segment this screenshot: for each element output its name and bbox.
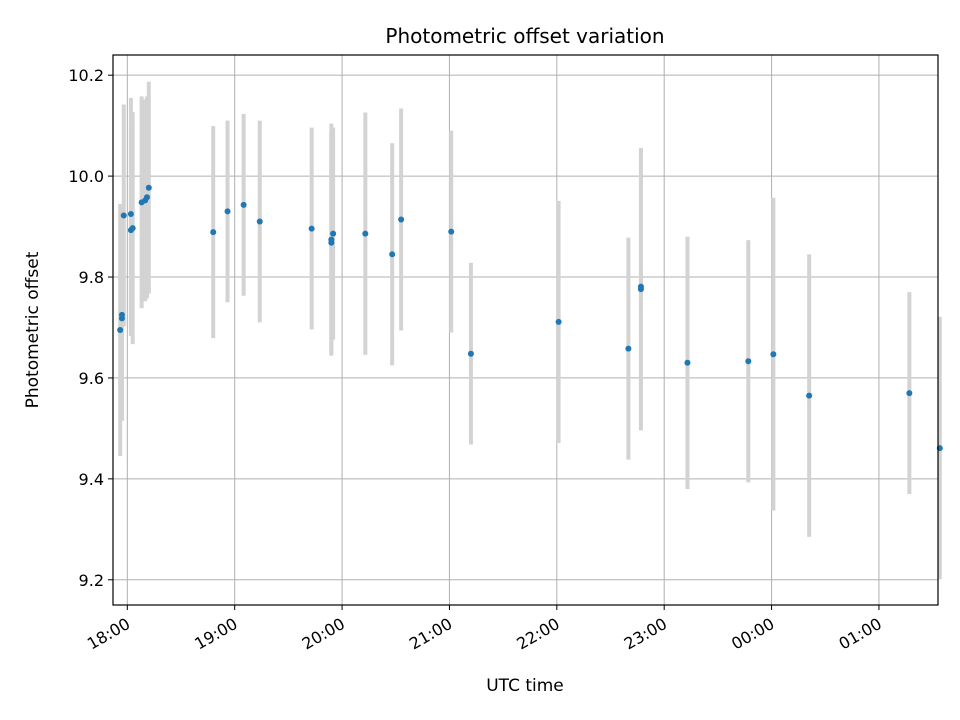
y-axis-label: Photometric offset — [23, 251, 43, 408]
data-point — [745, 358, 752, 365]
data-point — [625, 345, 632, 352]
data-point — [637, 286, 644, 293]
chart-title: Photometric offset variation — [385, 24, 664, 48]
data-point — [145, 184, 152, 191]
grid — [113, 55, 938, 605]
data-point — [467, 350, 474, 357]
y-tick-label: 9.8 — [79, 268, 104, 287]
data-point — [398, 216, 405, 223]
data-point — [308, 225, 315, 232]
data-point — [684, 359, 691, 366]
data-point — [240, 201, 247, 208]
y-tick-label: 9.2 — [79, 571, 104, 590]
data-point — [330, 230, 337, 237]
data-point — [210, 229, 217, 236]
data-point — [120, 212, 127, 219]
y-tick-label: 10.0 — [68, 167, 104, 186]
data-point — [117, 327, 124, 333]
data-point — [144, 194, 151, 201]
data-point — [389, 251, 396, 258]
y-axis-ticks: 9.2 9.4 9.6 9.8 10.0 10.2 — [68, 66, 113, 590]
data-point — [256, 218, 263, 225]
data-point — [328, 236, 335, 243]
data-points — [117, 184, 943, 452]
data-point — [224, 208, 231, 215]
data-point — [906, 390, 913, 397]
data-point — [127, 210, 134, 217]
data-point — [129, 225, 136, 232]
y-tick-label: 9.4 — [79, 470, 104, 489]
x-axis-label: UTC time — [486, 676, 564, 696]
y-tick-label: 9.6 — [79, 369, 104, 388]
y-tick-label: 10.2 — [68, 66, 104, 85]
data-point — [118, 311, 125, 318]
data-point — [806, 392, 813, 399]
data-point — [770, 351, 777, 358]
plot-frame — [112, 54, 939, 606]
data-point — [555, 318, 562, 325]
data-point — [362, 230, 369, 237]
data-point — [448, 228, 455, 235]
